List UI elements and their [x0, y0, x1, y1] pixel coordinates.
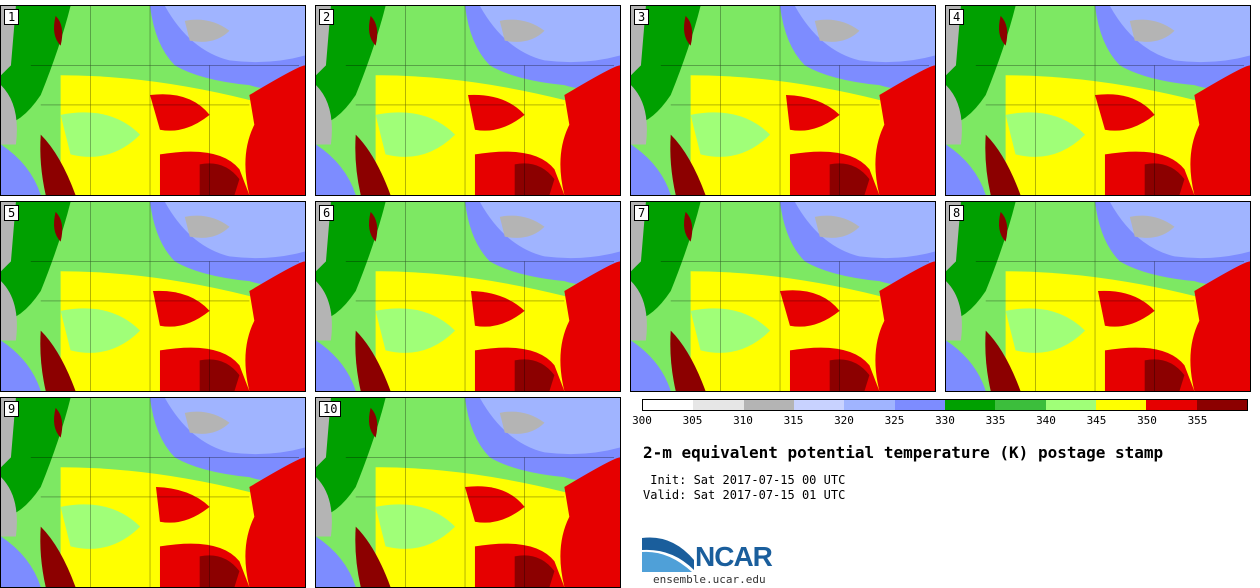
stamp-member-label: 2	[319, 9, 335, 25]
site-url: ensemble.ucar.edu	[653, 573, 766, 586]
colorbar-tick-label: 330	[935, 414, 955, 427]
init-time: Init: Sat 2017-07-15 00 UTC	[643, 473, 846, 487]
stamp-member-label: 10	[319, 401, 342, 417]
colorbar-swatch	[844, 400, 895, 410]
colorbar-swatch	[743, 400, 794, 410]
stamp-panel: 6	[315, 201, 621, 392]
stamp-panel: 3	[630, 5, 936, 196]
colorbar-tick-label: 305	[682, 414, 703, 427]
colorbar-ticks: 300 305 310 315 320 325 330 335 340 345 350 355	[632, 414, 1248, 428]
colorbar-swatch	[1196, 400, 1247, 410]
chart-title: 2-m equivalent potential temperature (K)…	[643, 443, 1164, 462]
stamp-panel: 10	[315, 397, 621, 588]
stamp-panel: 5	[0, 201, 306, 392]
colorbar-tick-label: 335	[985, 414, 1006, 427]
colorbar-tick-label: 340	[1036, 414, 1056, 427]
colorbar-swatch	[1095, 400, 1147, 410]
colorbar-tick-label: 310	[733, 414, 753, 427]
colorbar-tick-label: 345	[1086, 414, 1107, 427]
colorbar-swatch	[693, 400, 744, 410]
colorbar-swatch	[1146, 400, 1197, 410]
ncar-logo-icon	[642, 537, 694, 572]
stamp-panel: 1	[0, 5, 306, 196]
colorbar-tick-label: 320	[834, 414, 854, 427]
colorbar-swatch	[643, 400, 694, 410]
stamp-panel: 8	[945, 201, 1251, 392]
colorbar-tick-label: 325	[884, 414, 905, 427]
stamp-panel: 9	[0, 397, 306, 588]
logo-text: NCAR	[695, 541, 773, 572]
stamp-panel: 4	[945, 5, 1251, 196]
colorbar-swatch	[894, 400, 945, 410]
stamp-panel: 7	[630, 201, 936, 392]
colorbar-swatch	[995, 400, 1046, 410]
stamp-member-label: 7	[634, 205, 650, 221]
stamp-member-label: 1	[4, 9, 20, 25]
colorbar-swatch	[793, 400, 845, 410]
valid-time: Valid: Sat 2017-07-15 01 UTC	[643, 488, 846, 502]
stamp-member-label: 3	[634, 9, 650, 25]
colorbar-tick-label: 350	[1137, 414, 1157, 427]
stamp-member-label: 6	[319, 205, 335, 221]
colorbar-tick-label: 315	[783, 414, 804, 427]
stamp-member-label: 9	[4, 401, 20, 417]
stamp-member-label: 5	[4, 205, 20, 221]
colorbar-swatch	[1045, 400, 1096, 410]
colorbar-swatch	[944, 400, 996, 410]
stamp-member-label: 4	[949, 9, 965, 25]
stamp-panel: 2	[315, 5, 621, 196]
stamp-member-label: 8	[949, 205, 965, 221]
colorbar-tick-label: 355	[1187, 414, 1208, 427]
colorbar	[642, 399, 1248, 411]
colorbar-tick-label: 300	[632, 414, 652, 427]
